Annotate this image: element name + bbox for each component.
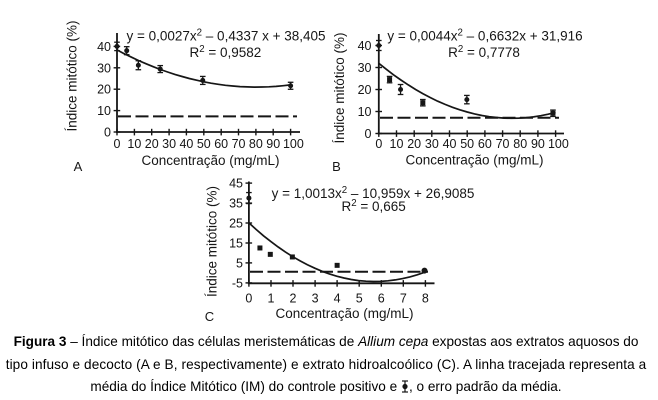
svg-text:7: 7	[400, 292, 407, 306]
svg-text:20: 20	[145, 137, 159, 151]
svg-text:60: 60	[214, 137, 228, 151]
svg-text:y = 0,0044x2 – 0,6632x + 31,91: y = 0,0044x2 – 0,6632x + 31,916	[387, 27, 582, 43]
svg-text:90: 90	[531, 137, 545, 151]
svg-text:0: 0	[114, 137, 121, 151]
svg-text:Concentração (mg/mL): Concentração (mg/mL)	[275, 306, 413, 321]
svg-text:5: 5	[356, 292, 363, 306]
svg-text:10: 10	[358, 105, 372, 119]
svg-text:4: 4	[334, 292, 341, 306]
svg-text:70: 70	[232, 137, 246, 151]
svg-text:20: 20	[97, 83, 111, 97]
svg-text:100: 100	[548, 137, 569, 151]
svg-text:100: 100	[283, 137, 304, 151]
svg-text:30: 30	[97, 61, 111, 75]
svg-text:A: A	[74, 159, 83, 174]
svg-text:30: 30	[358, 61, 372, 75]
svg-text:80: 80	[249, 137, 263, 151]
svg-text:20: 20	[407, 137, 421, 151]
svg-text:y = 0,0027x2 – 0,4337 x + 38,4: y = 0,0027x2 – 0,4337 x + 38,405	[126, 27, 325, 43]
svg-text:Índice mitótico (%): Índice mitótico (%)	[64, 20, 79, 131]
svg-text:25: 25	[229, 217, 243, 231]
svg-text:0: 0	[375, 137, 382, 151]
svg-text:50: 50	[197, 137, 211, 151]
svg-text:Concentração (mg/mL): Concentração (mg/mL)	[405, 153, 543, 168]
svg-text:40: 40	[97, 40, 111, 54]
svg-text:70: 70	[496, 137, 510, 151]
svg-text:2: 2	[290, 292, 297, 306]
svg-text:60: 60	[478, 137, 492, 151]
svg-text:50: 50	[460, 137, 474, 151]
svg-text:10: 10	[390, 137, 404, 151]
svg-text:30: 30	[162, 137, 176, 151]
svg-text:10: 10	[97, 104, 111, 118]
svg-text:20: 20	[358, 83, 372, 97]
svg-text:90: 90	[266, 137, 280, 151]
svg-text:6: 6	[378, 292, 385, 306]
svg-text:Índice mitótico (%): Índice mitótico (%)	[332, 32, 347, 143]
svg-text:R2 = 0,665: R2 = 0,665	[341, 198, 405, 214]
svg-text:R2 = 0,9582: R2 = 0,9582	[189, 44, 261, 60]
svg-text:Índice mitótico (%): Índice mitótico (%)	[205, 186, 220, 297]
svg-text:40: 40	[358, 39, 372, 53]
svg-text:-5: -5	[232, 276, 243, 290]
svg-text:C: C	[205, 309, 214, 324]
svg-text:0: 0	[365, 127, 372, 141]
svg-text:40: 40	[179, 137, 193, 151]
svg-text:R2 = 0,7778: R2 = 0,7778	[448, 44, 520, 60]
svg-text:40: 40	[443, 137, 457, 151]
svg-text:8: 8	[422, 292, 429, 306]
svg-text:0: 0	[245, 292, 252, 306]
svg-text:30: 30	[425, 137, 439, 151]
svg-text:10: 10	[127, 137, 141, 151]
svg-text:0: 0	[104, 126, 111, 140]
svg-text:3: 3	[312, 292, 319, 306]
svg-text:B: B	[332, 159, 341, 174]
svg-text:1: 1	[267, 292, 274, 306]
svg-text:45: 45	[229, 177, 243, 191]
svg-text:15: 15	[229, 236, 243, 250]
svg-text:35: 35	[229, 197, 243, 211]
svg-text:80: 80	[513, 137, 527, 151]
svg-text:y = 1,0013x2 – 10,959x + 26,90: y = 1,0013x2 – 10,959x + 26,9085	[272, 185, 475, 201]
svg-text:5: 5	[236, 256, 243, 270]
svg-text:Concentração (mg/mL): Concentração (mg/mL)	[141, 153, 279, 168]
